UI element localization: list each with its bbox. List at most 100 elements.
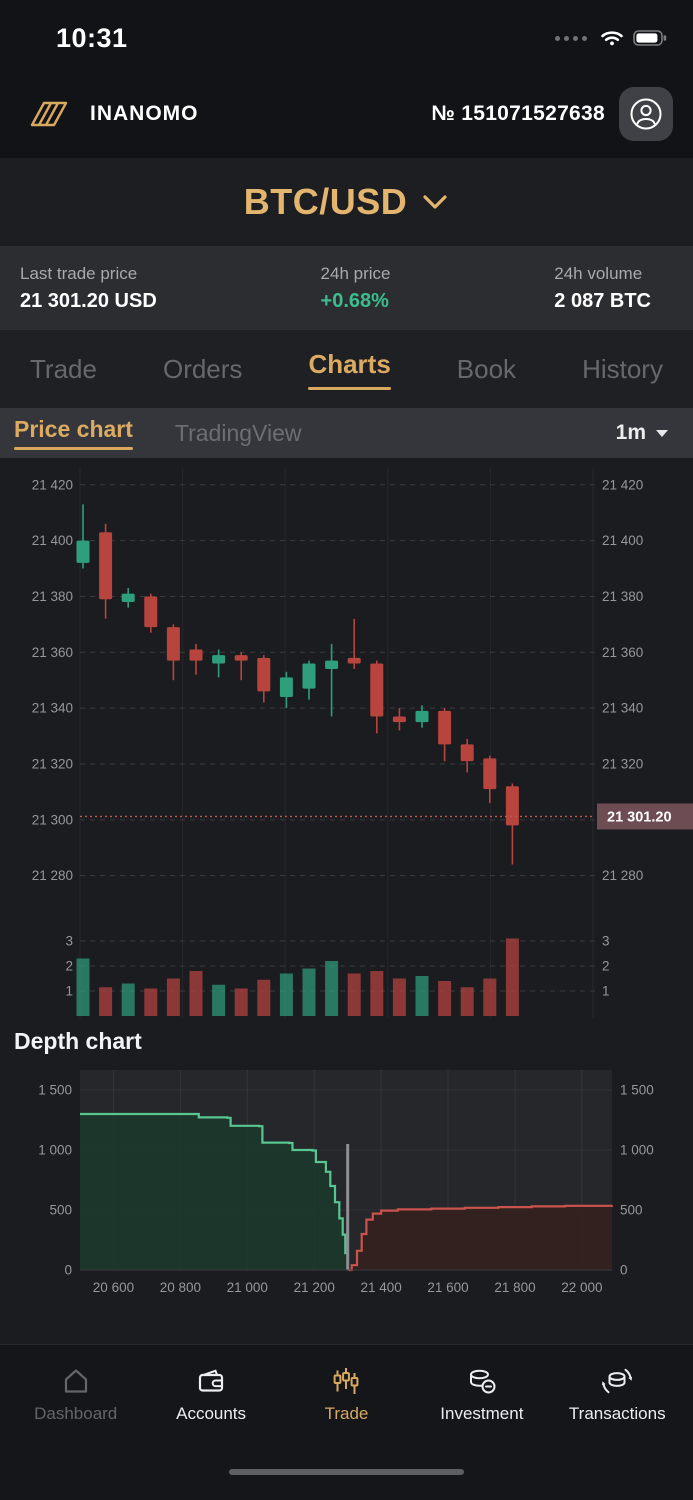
chart-tabs: Price chart TradingView bbox=[14, 416, 301, 450]
nav-item-dashboard[interactable]: Dashboard bbox=[16, 1366, 136, 1424]
svg-text:2: 2 bbox=[602, 959, 610, 974]
home-icon bbox=[64, 1368, 87, 1393]
chevron-down-icon bbox=[423, 195, 447, 209]
tab-trade[interactable]: Trade bbox=[28, 350, 99, 389]
svg-text:21 280: 21 280 bbox=[32, 868, 73, 883]
main-tabs: Trade Orders Charts Book History bbox=[0, 330, 693, 408]
stats-row: Last trade price 21 301.20 USD 24h price… bbox=[0, 246, 693, 330]
brand: INANOMO bbox=[20, 92, 199, 136]
depth-title-row: Depth chart bbox=[0, 1018, 693, 1064]
svg-text:1 000: 1 000 bbox=[620, 1143, 654, 1158]
pair-selector[interactable]: BTC/USD bbox=[244, 181, 450, 223]
battery-icon bbox=[633, 30, 667, 46]
svg-text:500: 500 bbox=[49, 1203, 72, 1218]
svg-text:21 360: 21 360 bbox=[602, 645, 643, 660]
svg-text:21 320: 21 320 bbox=[602, 756, 643, 771]
tab-price-chart[interactable]: Price chart bbox=[14, 416, 133, 450]
svg-text:1 500: 1 500 bbox=[620, 1083, 654, 1098]
svg-text:20 600: 20 600 bbox=[93, 1280, 134, 1295]
svg-text:20 800: 20 800 bbox=[160, 1280, 201, 1295]
svg-text:21 340: 21 340 bbox=[602, 701, 643, 716]
depth-chart-svg[interactable]: 20 600 20 800 21 000 21 200 21 400 21 600 21 8… bbox=[0, 1064, 693, 1344]
svg-text:21 360: 21 360 bbox=[32, 645, 73, 660]
nav-label: Investment bbox=[440, 1403, 524, 1423]
svg-text:500: 500 bbox=[620, 1203, 643, 1218]
wallet-icon bbox=[198, 1369, 224, 1392]
svg-text:21 600: 21 600 bbox=[427, 1280, 468, 1295]
stat-24h-price: 24h price +0.68% bbox=[321, 264, 391, 313]
svg-text:21 320: 21 320 bbox=[32, 756, 73, 771]
home-indicator-wrap bbox=[0, 1444, 693, 1499]
svg-text:21 000: 21 000 bbox=[227, 1280, 268, 1295]
tab-book[interactable]: Book bbox=[455, 350, 518, 389]
svg-text:22 000: 22 000 bbox=[561, 1280, 602, 1295]
stat-last-trade-price: Last trade price 21 301.20 USD bbox=[20, 264, 157, 313]
stat-24h-volume: 24h volume 2 087 BTC bbox=[554, 264, 651, 313]
candles-icon bbox=[334, 1367, 359, 1394]
svg-text:3: 3 bbox=[602, 934, 610, 949]
interval-label: 1m bbox=[615, 421, 646, 444]
tab-charts[interactable]: Charts bbox=[306, 345, 392, 394]
svg-text:21 400: 21 400 bbox=[32, 533, 73, 548]
tab-tradingview[interactable]: TradingView bbox=[174, 419, 302, 446]
svg-text:21 380: 21 380 bbox=[32, 589, 73, 604]
stat-value: 2 087 BTC bbox=[554, 289, 651, 312]
nav-item-trade[interactable]: Trade bbox=[286, 1366, 406, 1424]
svg-text:0: 0 bbox=[64, 1263, 72, 1278]
avatar-button[interactable] bbox=[619, 87, 673, 141]
transfer-icon bbox=[602, 1368, 633, 1393]
status-time: 10:31 bbox=[56, 22, 128, 53]
nav-label: Accounts bbox=[176, 1403, 247, 1423]
status-icons bbox=[555, 30, 667, 46]
chart-header: Price chart TradingView 1m bbox=[0, 408, 693, 458]
svg-text:1: 1 bbox=[602, 984, 610, 999]
stat-label: 24h price bbox=[320, 263, 391, 283]
bottom-nav: Dashboard Accounts Trade bbox=[0, 1344, 693, 1444]
cellular-dots-icon bbox=[555, 35, 587, 41]
nav-item-accounts[interactable]: Accounts bbox=[151, 1366, 271, 1424]
profile-icon bbox=[630, 98, 662, 130]
svg-text:21 420: 21 420 bbox=[602, 477, 643, 492]
svg-text:21 420: 21 420 bbox=[32, 477, 73, 492]
home-indicator bbox=[229, 1468, 464, 1475]
tab-history[interactable]: History bbox=[580, 350, 665, 389]
svg-text:1 500: 1 500 bbox=[38, 1083, 72, 1098]
nav-item-investment[interactable]: Investment bbox=[422, 1366, 542, 1424]
account-number: № 151071527638 bbox=[431, 102, 605, 125]
pair-label: BTC/USD bbox=[243, 181, 408, 222]
svg-text:21 200: 21 200 bbox=[294, 1280, 335, 1295]
brand-name: INANOMO bbox=[90, 102, 199, 125]
status-bar: 10:31 bbox=[0, 0, 693, 70]
stat-value: 21 301.20 USD bbox=[20, 289, 157, 312]
tab-orders[interactable]: Orders bbox=[161, 350, 244, 389]
nav-label: Transactions bbox=[568, 1403, 666, 1423]
stat-value: +0.68% bbox=[320, 289, 389, 312]
svg-text:2: 2 bbox=[65, 959, 73, 974]
svg-text:1: 1 bbox=[65, 984, 73, 999]
svg-text:21 300: 21 300 bbox=[32, 812, 73, 827]
svg-text:21 280: 21 280 bbox=[602, 868, 643, 883]
stat-label: 24h volume bbox=[554, 263, 643, 283]
svg-text:21 400: 21 400 bbox=[360, 1280, 401, 1295]
nav-label: Dashboard bbox=[34, 1403, 118, 1423]
svg-text:3: 3 bbox=[65, 934, 73, 949]
depth-chart-title: Depth chart bbox=[14, 1027, 142, 1054]
wifi-icon bbox=[601, 31, 623, 46]
svg-text:0: 0 bbox=[620, 1263, 628, 1278]
svg-text:21 400: 21 400 bbox=[602, 533, 643, 548]
header-right: № 151071527638 bbox=[431, 87, 673, 141]
svg-text:21 380: 21 380 bbox=[602, 589, 643, 604]
app-header: INANOMO № 151071527638 bbox=[0, 70, 693, 158]
svg-text:21 301.20: 21 301.20 bbox=[607, 809, 672, 825]
inanomo-logo-icon bbox=[30, 101, 68, 127]
nav-item-transactions[interactable]: Transactions bbox=[557, 1366, 677, 1424]
pair-row: BTC/USD bbox=[0, 158, 693, 246]
interval-selector[interactable]: 1m bbox=[616, 421, 679, 445]
svg-text:21 800: 21 800 bbox=[494, 1280, 535, 1295]
caret-down-icon bbox=[656, 429, 668, 437]
stat-label: Last trade price bbox=[20, 263, 138, 283]
nav-label: Trade bbox=[324, 1403, 369, 1423]
svg-text:1 000: 1 000 bbox=[38, 1143, 72, 1158]
